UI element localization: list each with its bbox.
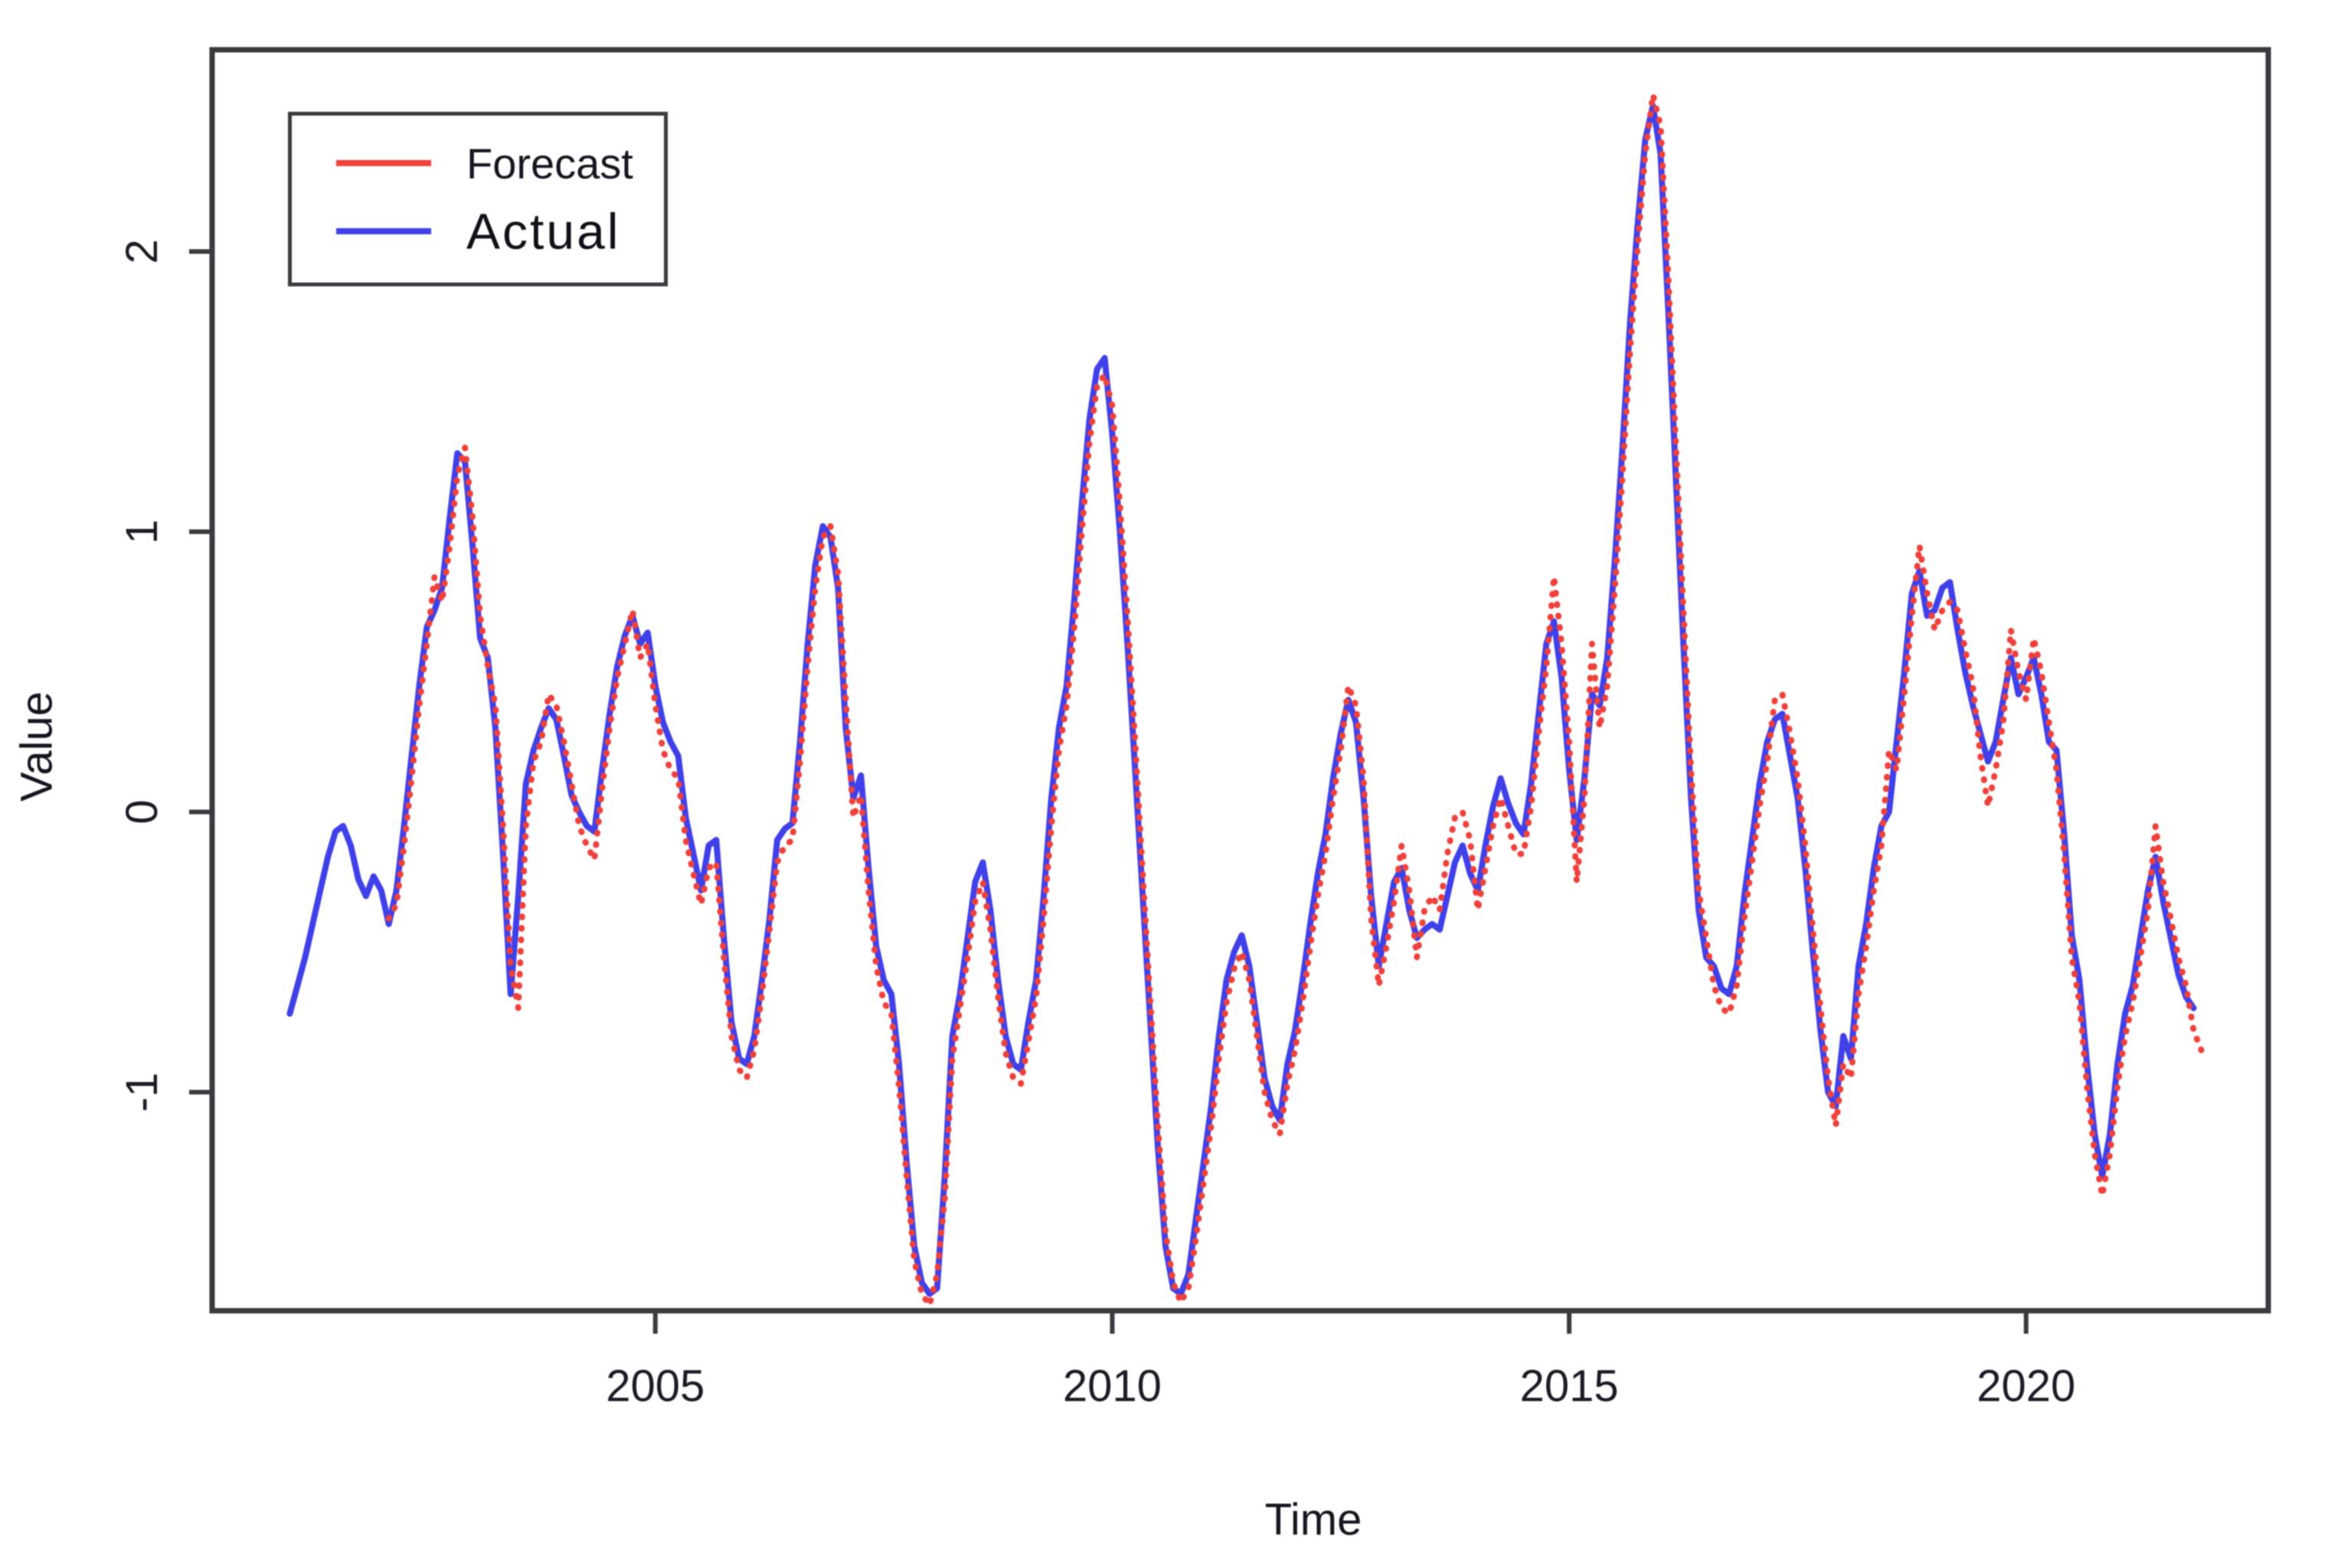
x-tick-label: 2010 — [1063, 1361, 1162, 1411]
legend: Forecast Actual — [288, 112, 668, 286]
forecast-line — [385, 91, 2205, 1308]
actual-line-sample — [336, 227, 431, 234]
plot-box — [209, 47, 2271, 1314]
x-axis-title: Time — [1264, 1494, 1362, 1545]
legend-label-forecast: Forecast — [466, 139, 633, 188]
x-tick-label: 2020 — [1977, 1361, 2075, 1411]
y-tick-label: 2 — [117, 239, 167, 263]
y-tick-label: 0 — [117, 799, 167, 824]
x-tick-label: 2015 — [1520, 1361, 1619, 1411]
y-tick-label: -1 — [117, 1073, 167, 1112]
legend-item-actual: Actual — [292, 202, 664, 260]
legend-item-forecast: Forecast — [292, 139, 664, 188]
forecast-line-sample — [336, 160, 431, 166]
legend-label-actual: Actual — [466, 202, 621, 260]
y-axis-title: Value — [11, 691, 62, 802]
x-tick-label: 2005 — [606, 1361, 705, 1411]
y-tick-label: 1 — [117, 519, 167, 544]
